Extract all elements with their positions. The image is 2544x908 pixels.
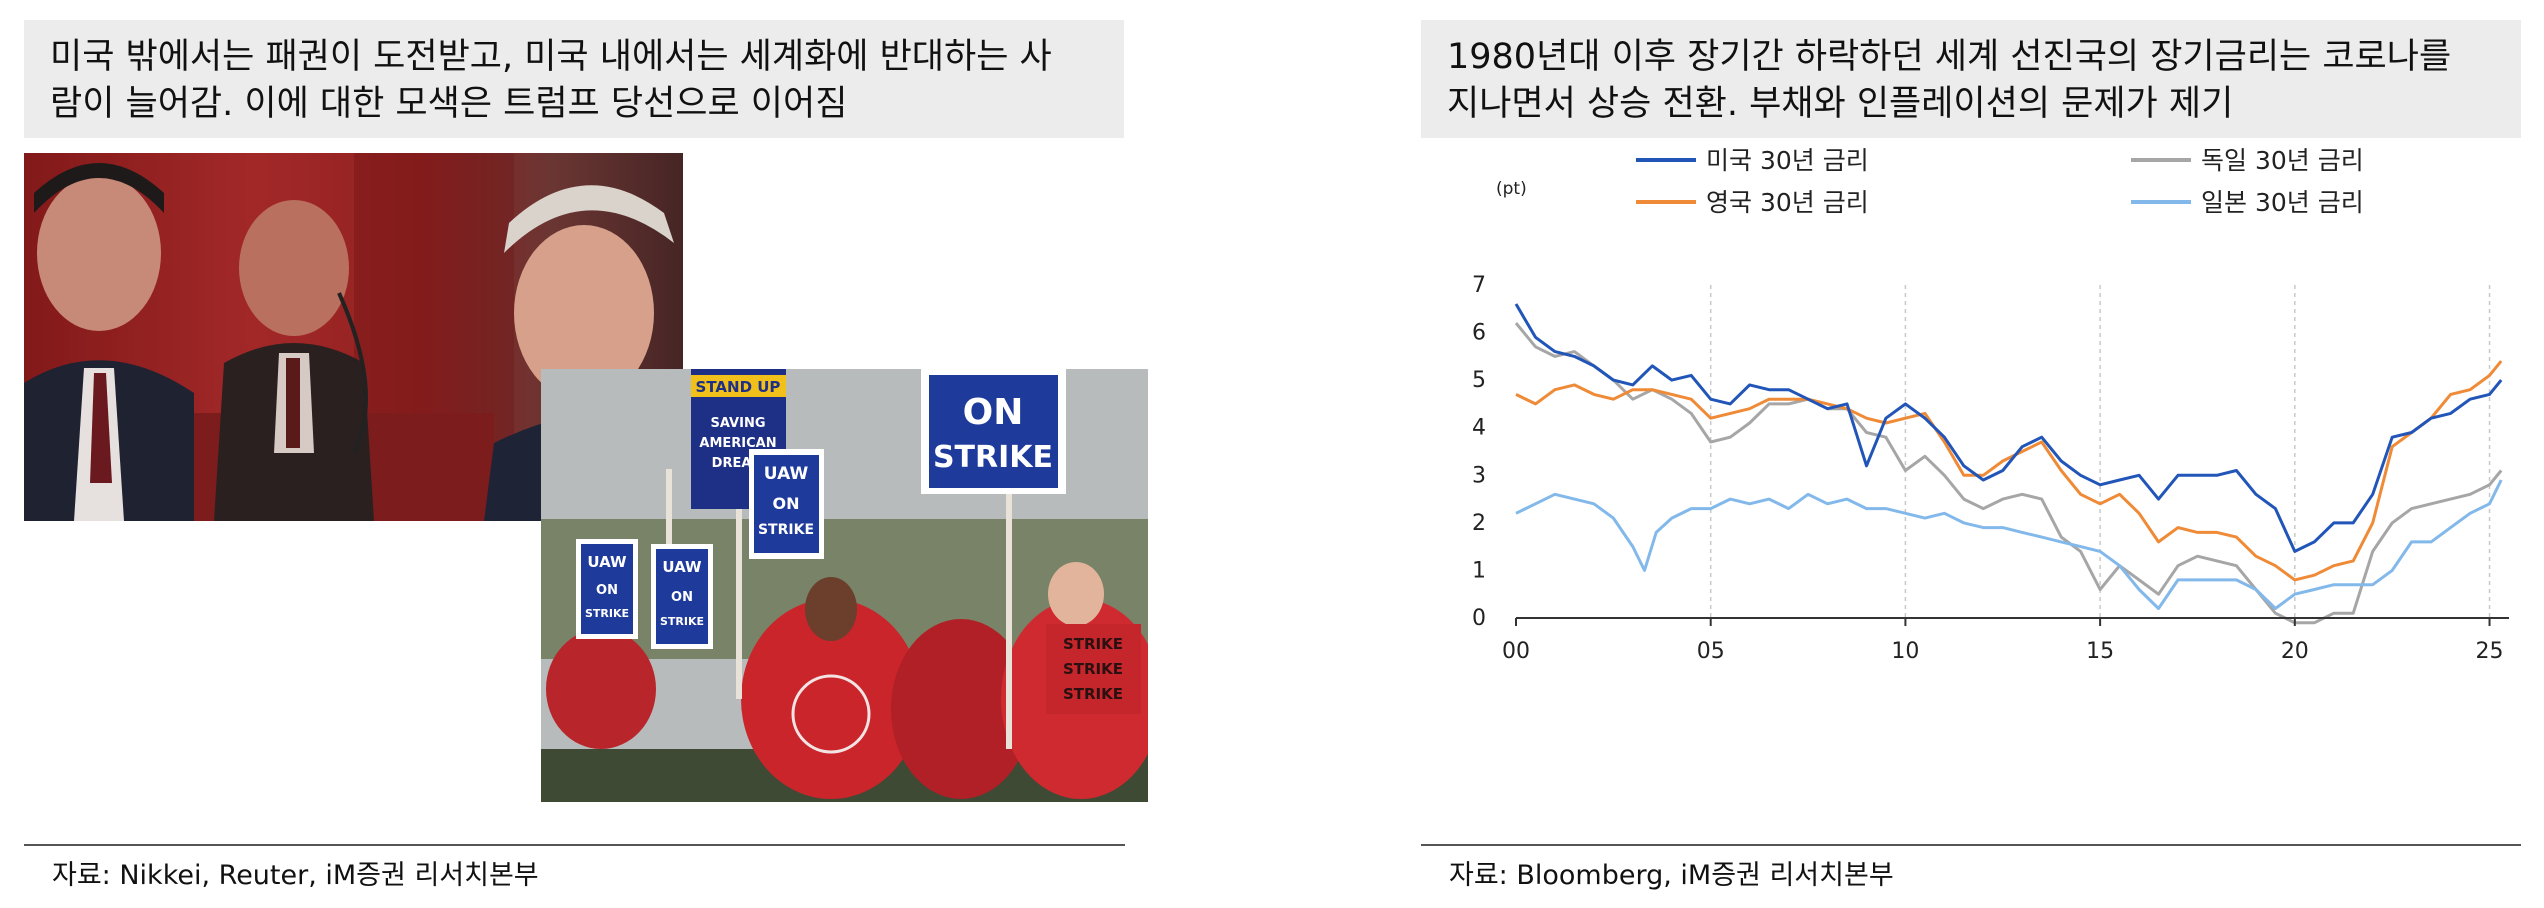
svg-text:ON: ON bbox=[773, 494, 800, 513]
x-tick-label: 20 bbox=[2281, 639, 2309, 664]
world-leaders-photo bbox=[24, 153, 683, 521]
svg-text:UAW: UAW bbox=[764, 464, 809, 484]
svg-text:ON: ON bbox=[671, 590, 693, 605]
right-headline-line-1: 1980년대 이후 장기간 하락하던 세계 선진국의 장기금리는 코로나를 bbox=[1447, 37, 2452, 77]
sign-on-strike-large: ON STRIKE bbox=[921, 369, 1066, 494]
left-headline-line-2: 람이 늘어감. 이에 대한 모색은 트럼프 당선으로 이어짐 bbox=[50, 84, 848, 124]
x-tick-label: 15 bbox=[2086, 639, 2114, 664]
sign-uaw-on-strike-mid: UAW ON STRIKE bbox=[749, 449, 824, 559]
x-tick-label: 25 bbox=[2476, 639, 2504, 664]
chart-gridlines bbox=[1709, 285, 2491, 618]
world-leaders-illustration bbox=[24, 153, 683, 521]
y-tick-label: 1 bbox=[1472, 558, 1486, 583]
svg-text:STRIKE: STRIKE bbox=[933, 440, 1053, 475]
y-axis-ticks: 0 1 2 3 4 5 6 7 bbox=[1472, 273, 1486, 631]
legend-label-us: 미국 30년 금리 bbox=[1706, 146, 1869, 175]
right-headline-box: 1980년대 이후 장기간 하락하던 세계 선진국의 장기금리는 코로나를 지나… bbox=[1421, 20, 2521, 138]
left-headline-line-1: 미국 밖에서는 패권이 도전받고, 미국 내에서는 세계화에 반대하는 사 bbox=[50, 37, 1052, 77]
y-tick-label: 5 bbox=[1472, 368, 1486, 393]
x-tick-label: 05 bbox=[1697, 639, 1725, 664]
x-axis-ticks: 00 05 10 15 20 25 bbox=[1502, 618, 2504, 664]
y-tick-label: 7 bbox=[1472, 273, 1486, 298]
svg-text:STRIKE: STRIKE bbox=[1063, 660, 1123, 678]
sign-uaw-left-1: UAW ON STRIKE bbox=[576, 539, 638, 639]
y-tick-label: 4 bbox=[1472, 416, 1486, 441]
svg-text:AMERICAN: AMERICAN bbox=[699, 436, 776, 451]
x-tick-label: 10 bbox=[1891, 639, 1919, 664]
svg-text:SAVING: SAVING bbox=[711, 416, 766, 431]
svg-text:STRIKE: STRIKE bbox=[585, 607, 629, 620]
legend-label-uk: 영국 30년 금리 bbox=[1706, 188, 1869, 217]
sign-strike-red: STRIKE STRIKE STRIKE bbox=[1046, 624, 1141, 714]
strike-rally-illustration: STAND UP SAVING AMERICAN DREAM ON STRIKE… bbox=[541, 369, 1148, 802]
y-tick-label: 6 bbox=[1472, 321, 1486, 346]
legend-label-de: 독일 30년 금리 bbox=[2201, 146, 2364, 175]
svg-text:STRIKE: STRIKE bbox=[1063, 685, 1123, 703]
y-tick-label: 3 bbox=[1472, 463, 1486, 488]
sign-uaw-left-2: UAW ON STRIKE bbox=[651, 544, 713, 649]
y-unit-label: (pt) bbox=[1496, 179, 1527, 199]
left-source-note: 자료: Nikkei, Reuter, iM증권 리서치본부 bbox=[52, 860, 539, 891]
left-headline-box: 미국 밖에서는 패권이 도전받고, 미국 내에서는 세계화에 반대하는 사 람이… bbox=[24, 20, 1124, 138]
right-headline-line-2: 지나면서 상승 전환. 부채와 인플레이션의 문제가 제기 bbox=[1447, 84, 2234, 124]
series-line-jp bbox=[1515, 479, 2503, 610]
svg-text:STRIKE: STRIKE bbox=[660, 615, 704, 628]
x-tick-label: 00 bbox=[1502, 639, 1530, 664]
y-tick-label: 0 bbox=[1472, 606, 1486, 631]
svg-text:UAW: UAW bbox=[662, 558, 702, 576]
svg-text:UAW: UAW bbox=[587, 553, 627, 571]
svg-text:STRIKE: STRIKE bbox=[758, 522, 814, 538]
sign-stand-up-text: STAND UP bbox=[696, 378, 781, 396]
svg-text:STRIKE: STRIKE bbox=[1063, 635, 1123, 653]
series-line-de bbox=[1514, 322, 2503, 625]
svg-text:ON: ON bbox=[963, 392, 1024, 433]
series-line-us bbox=[1514, 303, 2503, 553]
series-line-uk bbox=[1515, 360, 2503, 582]
right-source-divider bbox=[1421, 844, 2521, 846]
sign-stand-up: STAND UP SAVING AMERICAN DREAM bbox=[691, 369, 786, 509]
right-source-note: 자료: Bloomberg, iM증권 리서치본부 bbox=[1449, 860, 1894, 891]
left-source-divider bbox=[24, 844, 1125, 846]
legend-label-jp: 일본 30년 금리 bbox=[2201, 188, 2364, 217]
y-tick-label: 2 bbox=[1472, 511, 1486, 536]
svg-text:ON: ON bbox=[596, 583, 618, 598]
strike-rally-photo: STAND UP SAVING AMERICAN DREAM ON STRIKE… bbox=[541, 369, 1148, 802]
chart-series-lines bbox=[1514, 303, 2503, 625]
